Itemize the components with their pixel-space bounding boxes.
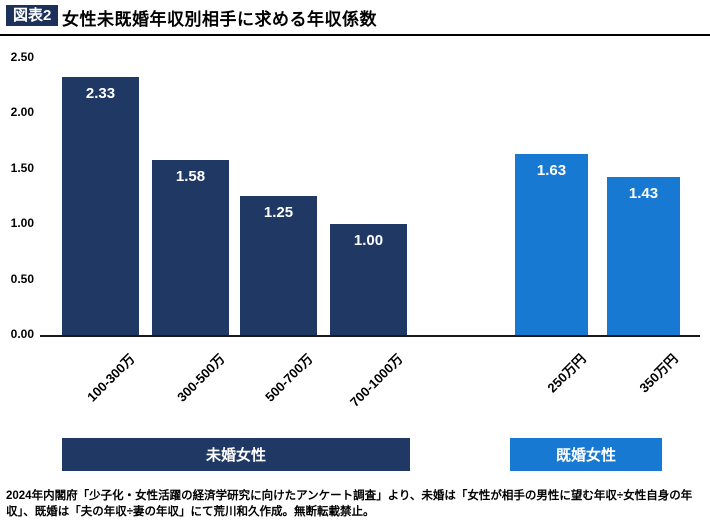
page-title: 女性未既婚年収別相手に求める年収係数: [62, 10, 377, 29]
bar-500-700万: 1.25: [240, 196, 317, 335]
bar-700-1000万: 1.00: [330, 224, 407, 335]
figure-header: 図表2 女性未既婚年収別相手に求める年収係数: [0, 0, 710, 36]
legend-married-label: 既婚女性: [555, 447, 616, 464]
legend-married-women: 既婚女性: [510, 438, 662, 471]
y-axis-tick-label: 2.50: [10, 50, 34, 64]
y-axis-tick-label: 0.50: [10, 271, 34, 286]
source-note: 2024年内閣府「少子化・女性活躍の経済学研究に向けたアンケート調査」より、未婚…: [6, 490, 693, 519]
bar-100-300万: 2.33: [62, 77, 139, 335]
bar-300-500万: 1.58: [152, 160, 229, 335]
legend-unmarried-label: 未婚女性: [205, 447, 266, 464]
figure-badge: 図表2: [6, 5, 59, 26]
bar-value-label: 1.25: [263, 204, 294, 221]
y-axis-tick-label: 0.00: [10, 327, 34, 341]
y-axis-tick-label: 1.50: [10, 160, 34, 175]
bar-value-label: 1.63: [536, 162, 567, 179]
y-axis-tick-label: 1.00: [10, 216, 34, 231]
bar-value-label: 2.33: [85, 85, 116, 102]
bar-250万円: 1.63: [515, 154, 588, 335]
bar-350万円: 1.43: [607, 177, 680, 335]
plot-area: 2.33 1.58 1.25 1.00 1.63 1.43: [40, 58, 700, 337]
bar-value-label: 1.00: [353, 232, 384, 249]
legend-unmarried-women: 未婚女性: [62, 438, 410, 471]
y-axis-tick-label: 2.00: [10, 105, 34, 120]
bar-value-label: 1.58: [175, 168, 206, 185]
bar-value-label: 1.43: [628, 185, 659, 202]
